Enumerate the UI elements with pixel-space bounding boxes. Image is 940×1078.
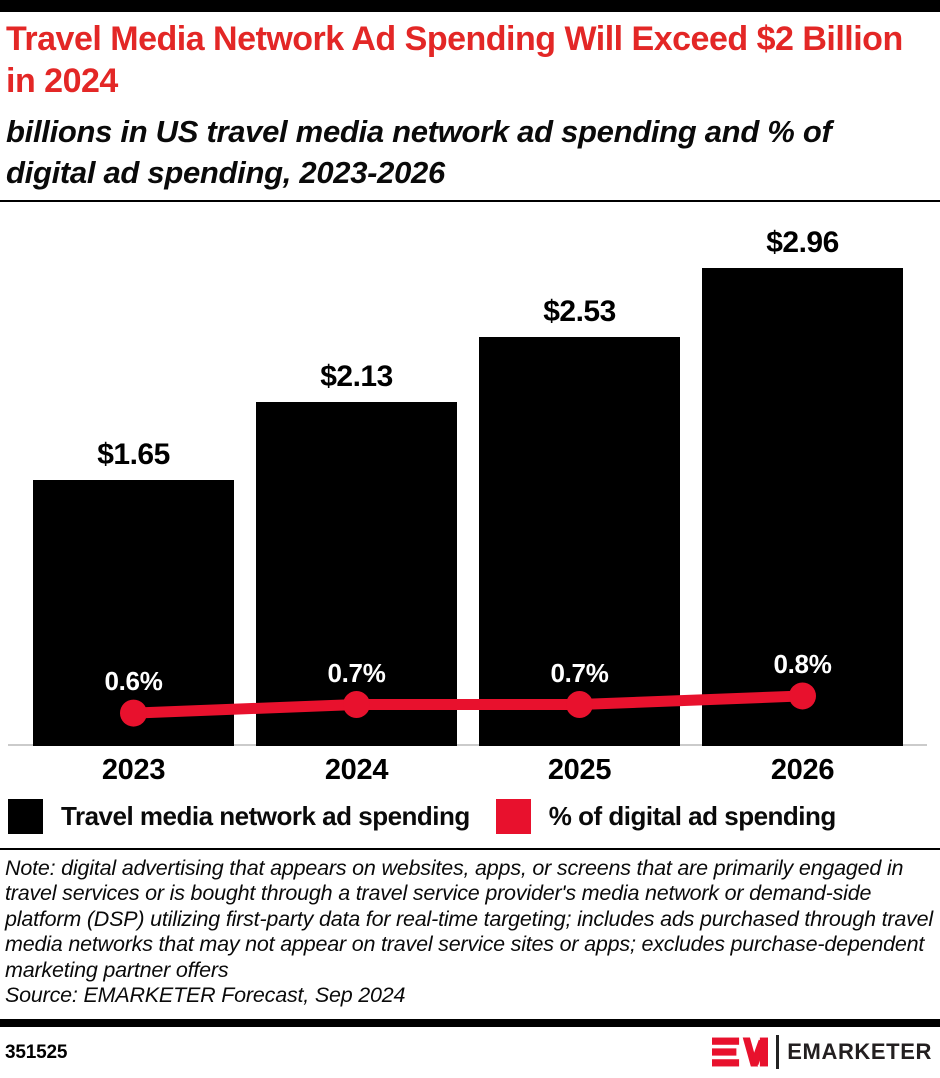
chart-title: Travel Media Network Ad Spending Will Ex… — [6, 20, 903, 100]
footnote-divider — [0, 848, 940, 850]
x-axis-label-2024: 2024 — [324, 754, 389, 786]
legend-item-line: % of digital ad spending — [495, 799, 837, 834]
emarketer-logo: EMARKETER — [712, 1035, 932, 1069]
bar-2023 — [33, 480, 234, 746]
legend-swatch-line-icon — [495, 799, 531, 834]
source-text: Source: EMARKETER Forecast, Sep 2024 — [5, 983, 406, 1008]
pct-value-label-2023: 0.6% — [104, 666, 163, 697]
legend: Travel media network ad spending % of di… — [8, 799, 932, 834]
bar-value-label-2025: $2.53 — [543, 295, 616, 328]
pct-value-label-2024: 0.7% — [327, 657, 386, 688]
x-axis-label-2025: 2025 — [547, 754, 612, 786]
legend-label-line: % of digital ad spending — [548, 801, 837, 831]
x-axis-label-2026: 2026 — [770, 754, 835, 786]
pct-value-label-2026: 0.8% — [773, 648, 832, 679]
legend-label-bars: Travel media network ad spending — [61, 801, 470, 831]
chart-id-number: 351525 — [5, 1042, 68, 1063]
x-axis-label-2023: 2023 — [101, 754, 166, 786]
x-axis-baseline — [8, 744, 927, 746]
note-text: Note: digital advertising that appears o… — [5, 856, 934, 982]
bar-2026 — [702, 268, 903, 746]
bottom-black-bar — [0, 1019, 940, 1027]
bar-value-label-2023: $1.65 — [97, 438, 170, 471]
header-divider — [0, 200, 940, 202]
footnote-block: Note: digital advertising that appears o… — [5, 856, 935, 1008]
legend-item-bars: Travel media network ad spending — [8, 799, 470, 834]
brand-name-text: EMARKETER — [787, 1039, 932, 1064]
em-monogram-icon — [712, 1037, 769, 1067]
chart-subtitle: billions in US travel media network ad s… — [6, 114, 832, 190]
top-black-bar — [0, 0, 940, 12]
logo-divider — [776, 1035, 780, 1069]
bar-value-label-2024: $2.13 — [320, 360, 393, 393]
pct-value-label-2025: 0.7% — [550, 657, 609, 688]
bar-2024 — [256, 402, 457, 746]
bar-2025 — [479, 337, 680, 746]
legend-swatch-bars-icon — [8, 799, 43, 834]
bar-value-label-2026: $2.96 — [766, 226, 839, 259]
